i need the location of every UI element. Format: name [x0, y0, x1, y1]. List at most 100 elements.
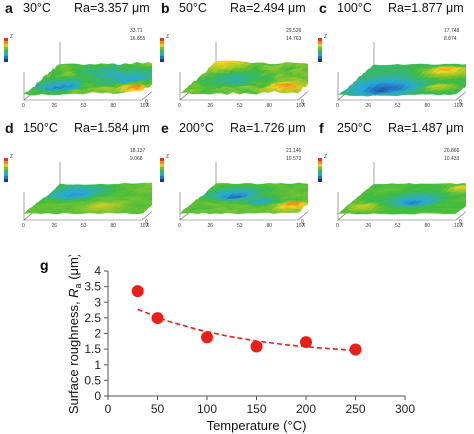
colorbar-segment: [318, 38, 322, 41]
colorbar-segment: [318, 167, 322, 170]
x-axis-label: X: [460, 103, 464, 109]
colorbar-segment: [160, 47, 164, 50]
panel-temperature: 150°C: [23, 121, 58, 135]
surface-cell: [304, 65, 308, 69]
colorbar-segment: [160, 164, 164, 167]
x-axis-label: X: [460, 223, 464, 229]
y-tick-label: 0: [301, 99, 304, 105]
x-tick-label: 107: [454, 103, 463, 109]
colorbar-segment: [318, 173, 322, 176]
z-max-label: 33.71: [130, 28, 143, 34]
surface-cell: [463, 75, 466, 78]
panel-letter: c: [319, 0, 327, 16]
surface-cell: [305, 195, 308, 198]
z-mid-label: 10.573: [286, 156, 302, 162]
colorbar-segment: [160, 158, 164, 161]
colorbar-segment: [318, 56, 322, 59]
panel-letter: d: [5, 120, 14, 136]
x-tick-label: 107: [140, 223, 149, 229]
panel-letter: e: [161, 120, 169, 136]
colorbar-segment: [160, 44, 164, 47]
trendline: [137, 308, 356, 352]
y-tick-label: 0: [459, 99, 462, 105]
z-max-label: 29.526: [286, 28, 302, 34]
x-axis-label: X: [146, 103, 150, 109]
colorbar-segment: [4, 50, 8, 53]
x-tick-label: 107: [454, 223, 463, 229]
surface-cell: [147, 197, 152, 200]
surface-panel-a: a 30°C Ra=3.357 μm 33.7116.855Z027548110…: [2, 0, 152, 118]
colorbar-segment: [4, 161, 8, 164]
surface-cell: [150, 184, 152, 186]
x-tick-label: 53: [81, 223, 87, 229]
panel-letter: a: [5, 0, 13, 16]
x-tick-label: 50: [151, 402, 165, 416]
x-tick-label: 300: [395, 402, 415, 416]
surface-cell: [150, 64, 152, 67]
surface-cell: [291, 89, 301, 94]
x-tick-label: 0: [336, 103, 339, 109]
panel-temperature: 250°C: [337, 121, 372, 135]
surface-cell: [303, 196, 308, 199]
surface-panel-c: c 100°C Ra=1.877 μm 17.7488.874Z02754811…: [316, 0, 466, 118]
colorbar-segment: [160, 167, 164, 170]
surface-cell: [463, 69, 466, 73]
colorbar-segment: [318, 164, 322, 167]
y-tick-label: 4: [94, 264, 101, 278]
x-tick-label: 0: [178, 103, 181, 109]
x-tick-label: 100: [197, 402, 217, 416]
colorbar-segment: [318, 59, 322, 62]
surface-cell: [461, 76, 466, 80]
surface-cell: [149, 190, 152, 193]
x-tick-label: 53: [395, 103, 401, 109]
colorbar-segment: [4, 38, 8, 41]
colorbar-segment: [318, 158, 322, 161]
colorbar-segment: [318, 41, 322, 44]
surface-box-edge: [297, 211, 308, 221]
surface-cell: [465, 188, 466, 190]
panel-roughness: Ra=1.487 μm: [388, 121, 464, 135]
surface-cell: [305, 73, 308, 77]
z-max-label: 21.146: [286, 148, 302, 154]
z-axis-label: Z: [166, 154, 169, 160]
z-mid-label: 10.433: [444, 156, 460, 162]
x-tick-label: 200: [296, 402, 316, 416]
z-axis-label: Z: [324, 154, 327, 160]
surface-box-edge: [141, 211, 152, 221]
colorbar-segment: [160, 170, 164, 173]
colorbar-segment: [160, 56, 164, 59]
surface-box-edge: [455, 91, 466, 101]
x-tick-label: 107: [296, 223, 305, 229]
surface-cell: [149, 195, 152, 198]
surface-cell: [464, 200, 466, 202]
panel-temperature: 100°C: [337, 1, 372, 15]
surface-cell: [148, 201, 152, 203]
y-tick-label: 0: [94, 389, 101, 403]
y-tick-label: 2: [94, 327, 101, 341]
colorbar-segment: [160, 59, 164, 62]
colorbar-segment: [160, 179, 164, 182]
colorbar-segment: [318, 179, 322, 182]
colorbar-segment: [160, 176, 164, 179]
x-axis-label: X: [146, 223, 150, 229]
x-tick-label: 80: [267, 223, 273, 229]
x-tick-label: 0: [178, 223, 181, 229]
colorbar-segment: [318, 176, 322, 179]
surface-cell: [306, 199, 308, 202]
y-tick-label: 0: [301, 219, 304, 225]
colorbar-segment: [160, 173, 164, 176]
x-tick-label: 53: [395, 223, 401, 229]
surface-cell: [148, 185, 152, 188]
z-max-label: 17.748: [444, 28, 460, 34]
x-tick-label: 80: [111, 103, 117, 109]
x-axis-label: X: [302, 103, 306, 109]
x-tick-label: 107: [296, 103, 305, 109]
x-tick-label: 107: [140, 103, 149, 109]
colorbar-segment: [4, 158, 8, 161]
surface-cell: [461, 197, 466, 199]
colorbar-segment: [4, 41, 8, 44]
colorbar-segment: [160, 53, 164, 56]
